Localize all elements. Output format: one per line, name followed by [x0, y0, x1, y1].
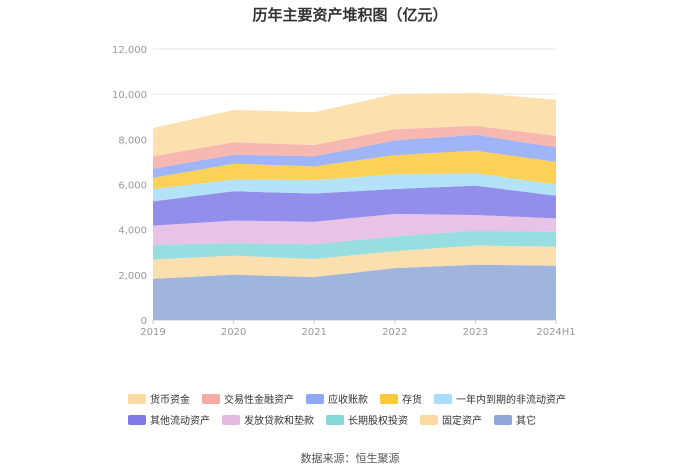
- y-tick-label: 4,000: [118, 226, 147, 237]
- legend-item[interactable]: 其他流动资产: [128, 412, 210, 427]
- legend-swatch: [128, 393, 146, 404]
- x-tick-label: 2019: [140, 327, 165, 338]
- legend-row-1: 货币资金 交易性金融资产 应收账款 存货 一年内到期的非流动资产: [128, 388, 598, 409]
- legend-swatch: [306, 393, 324, 404]
- y-tick-label: 8,000: [118, 135, 147, 146]
- chart-title: 历年主要资产堆积图（亿元）: [252, 6, 448, 24]
- area-交易性金融资产: [153, 125, 556, 169]
- y-tick-label: 10,000: [112, 90, 147, 101]
- legend-swatch: [222, 414, 240, 425]
- legend-item[interactable]: 长期股权投资: [326, 412, 408, 427]
- x-tick-label: 2024H1: [536, 327, 575, 338]
- y-tick-label: 12,000: [112, 45, 147, 56]
- legend-label: 交易性金融资产: [224, 395, 294, 406]
- legend-label: 一年内到期的非流动资产: [456, 395, 566, 406]
- legend-item[interactable]: 一年内到期的非流动资产: [434, 391, 566, 406]
- legend-swatch: [380, 393, 398, 404]
- legend-label: 应收账款: [328, 395, 368, 406]
- x-tick-label: 2021: [301, 327, 326, 338]
- area-货币资金: [153, 93, 556, 157]
- data-source: 数据来源：恒生聚源: [300, 452, 400, 465]
- legend-label: 货币资金: [150, 395, 190, 406]
- legend-swatch: [494, 414, 512, 425]
- area-其它: [153, 264, 556, 320]
- legend-swatch: [434, 393, 452, 404]
- y-tick-label: 6,000: [118, 181, 147, 192]
- area-其他流动资产: [153, 185, 556, 226]
- legend-label: 固定资产: [442, 416, 482, 427]
- x-tick-label: 2023: [463, 327, 488, 338]
- legend-item[interactable]: 发放贷款和垫款: [222, 412, 314, 427]
- x-tick-label: 2020: [221, 327, 246, 338]
- legend-label: 发放贷款和垫款: [244, 416, 314, 427]
- area-长期股权投资: [153, 230, 556, 260]
- legend-label: 其他流动资产: [150, 416, 210, 427]
- legend-item[interactable]: 存货: [380, 391, 422, 406]
- legend-label: 长期股权投资: [348, 416, 408, 427]
- legend: 货币资金 交易性金融资产 应收账款 存货 一年内到期的非流动资产 其他流动资产 发放贷款和…: [128, 388, 598, 430]
- legend-swatch: [420, 414, 438, 425]
- area-发放贷款和垫款: [153, 213, 556, 245]
- legend-swatch: [202, 393, 220, 404]
- legend-item[interactable]: 固定资产: [420, 412, 482, 427]
- legend-swatch: [326, 414, 344, 425]
- legend-row-2: 其他流动资产 发放贷款和垫款 长期股权投资 固定资产 其它: [128, 409, 598, 430]
- legend-item[interactable]: 其它: [494, 412, 536, 427]
- area-固定资产: [153, 245, 556, 279]
- y-tick-label: 2,000: [118, 271, 147, 282]
- legend-label: 存货: [402, 395, 422, 406]
- legend-item[interactable]: 应收账款: [306, 391, 368, 406]
- legend-item[interactable]: 货币资金: [128, 391, 190, 406]
- y-tick-label: 0: [141, 316, 147, 327]
- legend-item[interactable]: 交易性金融资产: [202, 391, 294, 406]
- area-一年内到期的非流动资产: [153, 173, 556, 202]
- axis-layer: 0 2,000 4,000 6,000 8,000 10,000 12,000 2019 202…: [112, 45, 576, 338]
- area-应收账款: [153, 134, 556, 178]
- legend-label: 其它: [516, 416, 536, 427]
- legend-swatch: [128, 414, 146, 425]
- area-layer: [153, 93, 556, 320]
- area-存货: [153, 150, 556, 189]
- x-tick-label: 2022: [382, 327, 407, 338]
